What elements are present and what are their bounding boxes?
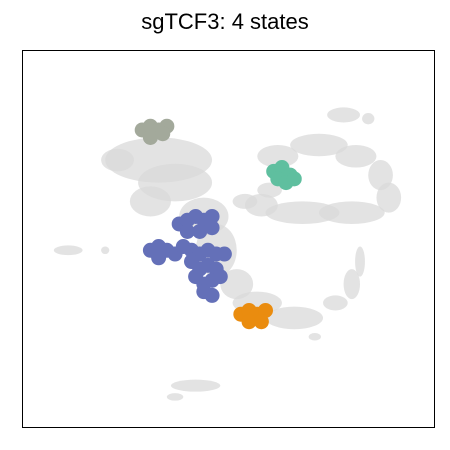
state-point: [213, 269, 228, 284]
state-point: [155, 126, 170, 141]
background-cell-cloud: [101, 247, 109, 255]
state-point: [254, 314, 269, 329]
background-cell-cloud: [101, 149, 134, 172]
background-cell-cloud: [171, 380, 220, 392]
background-cell-cloud: [130, 186, 171, 216]
background-cell-cloud: [167, 393, 183, 401]
state-point: [287, 171, 302, 186]
state-cluster: [176, 239, 232, 303]
state-cluster: [233, 303, 273, 329]
background-cell-cloud: [335, 145, 376, 168]
background-cell-cloud: [309, 333, 321, 341]
state-cluster: [143, 239, 183, 265]
background-cell-cloud: [54, 245, 83, 255]
state-point: [217, 247, 232, 262]
background-cell-cloud: [233, 194, 258, 209]
background-cell-cloud: [265, 307, 323, 330]
state-point: [205, 220, 220, 235]
background-cell-cloud: [362, 113, 374, 124]
state-point: [205, 288, 220, 303]
background-cell-cloud: [355, 247, 365, 277]
background-cell-cloud: [323, 295, 348, 310]
background-cell-cloud: [327, 107, 360, 122]
state-point: [151, 250, 166, 265]
